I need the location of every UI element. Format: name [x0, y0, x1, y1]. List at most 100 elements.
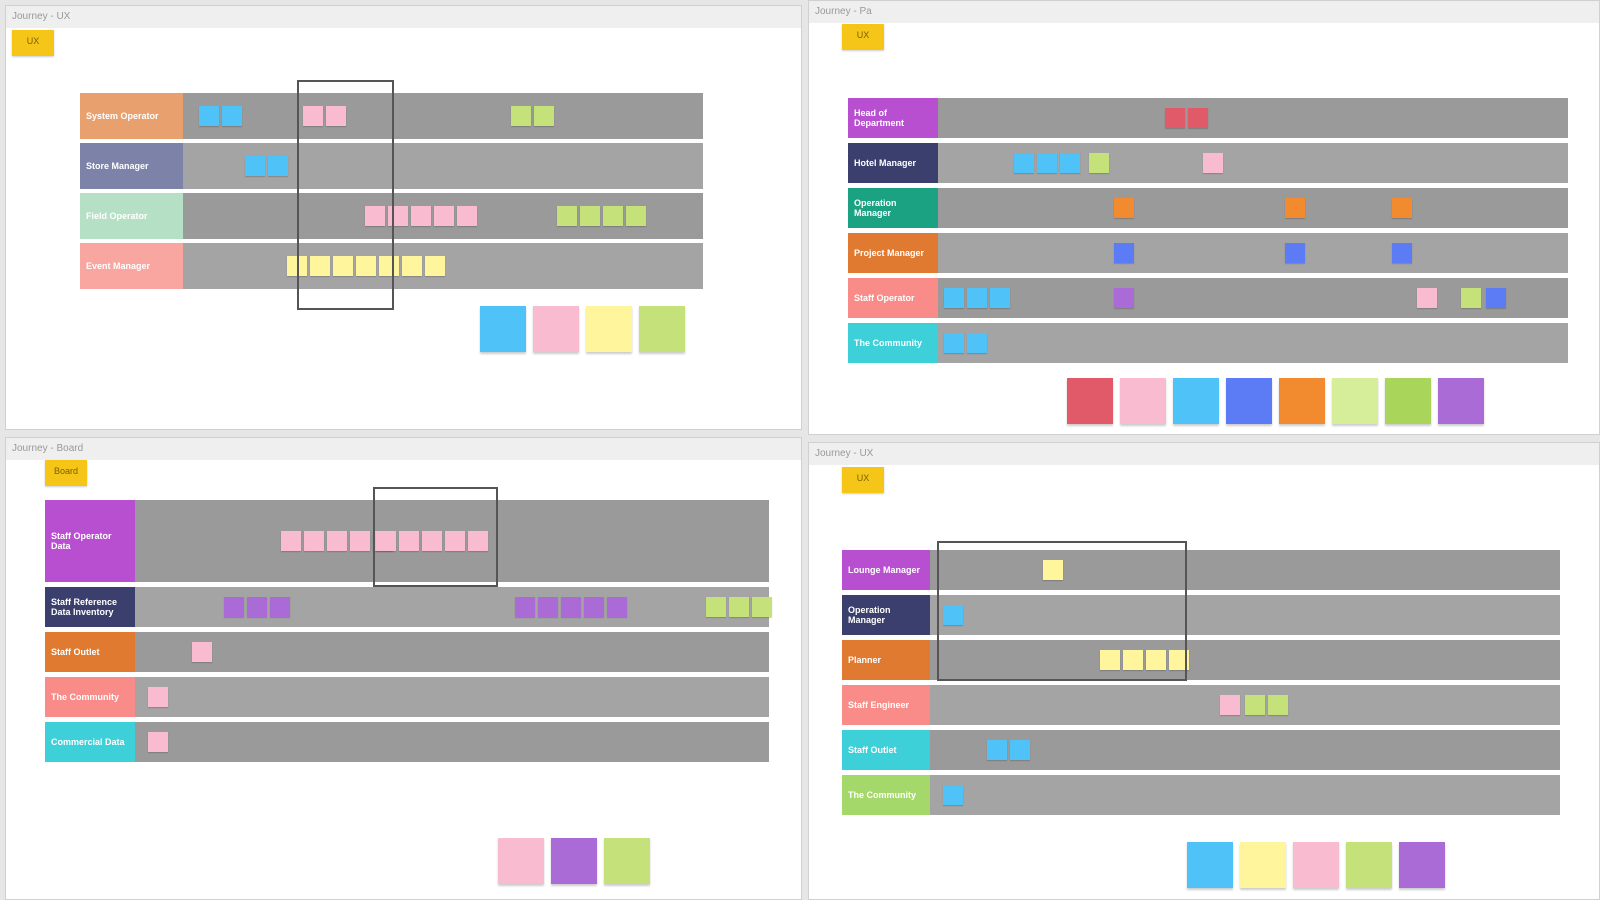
sticky-note[interactable]: [147, 687, 168, 707]
sticky-note[interactable]: [942, 785, 963, 805]
legend-sticky[interactable]: [1332, 378, 1378, 424]
sticky-note[interactable]: [1284, 198, 1305, 218]
sticky-note[interactable]: [515, 597, 536, 617]
sticky-note[interactable]: [944, 333, 965, 353]
sticky-note[interactable]: [434, 206, 454, 226]
sticky-note[interactable]: [1219, 695, 1240, 715]
sticky-note[interactable]: [626, 206, 647, 226]
sticky-note[interactable]: [402, 256, 422, 276]
sticky-note[interactable]: [751, 597, 772, 617]
sticky-note[interactable]: [1164, 108, 1185, 128]
sticky-note[interactable]: [533, 106, 554, 126]
sticky-note[interactable]: [192, 642, 213, 662]
sticky-note[interactable]: [457, 206, 477, 226]
legend-sticky[interactable]: [639, 306, 685, 352]
sticky-note[interactable]: [310, 256, 330, 276]
sticky-note[interactable]: [942, 605, 963, 625]
sticky-note[interactable]: [411, 206, 431, 226]
sticky-note[interactable]: [557, 206, 578, 226]
board-tag[interactable]: UX: [12, 30, 54, 56]
sticky-note[interactable]: [967, 333, 988, 353]
sticky-note[interactable]: [1059, 153, 1080, 173]
sticky-note[interactable]: [303, 531, 324, 551]
sticky-note[interactable]: [1036, 153, 1057, 173]
board-tag[interactable]: Board: [45, 460, 87, 486]
sticky-note[interactable]: [705, 597, 726, 617]
legend-sticky[interactable]: [1226, 378, 1272, 424]
sticky-note[interactable]: [198, 106, 219, 126]
sticky-note[interactable]: [421, 531, 442, 551]
legend-sticky[interactable]: [1173, 378, 1219, 424]
sticky-note[interactable]: [280, 531, 301, 551]
board-tag[interactable]: UX: [842, 467, 884, 493]
sticky-note[interactable]: [1123, 650, 1144, 670]
sticky-note[interactable]: [1089, 153, 1110, 173]
sticky-note[interactable]: [1416, 288, 1437, 308]
sticky-note[interactable]: [944, 288, 965, 308]
sticky-note[interactable]: [221, 106, 242, 126]
sticky-note[interactable]: [986, 740, 1007, 760]
legend-sticky[interactable]: [1240, 842, 1286, 888]
sticky-note[interactable]: [365, 206, 385, 226]
sticky-note[interactable]: [510, 106, 531, 126]
sticky-note[interactable]: [603, 206, 624, 226]
sticky-note[interactable]: [990, 288, 1011, 308]
legend-sticky[interactable]: [586, 306, 632, 352]
sticky-note[interactable]: [1187, 108, 1208, 128]
sticky-note[interactable]: [1268, 695, 1288, 715]
sticky-note[interactable]: [467, 531, 488, 551]
sticky-note[interactable]: [398, 531, 419, 551]
sticky-note[interactable]: [607, 597, 628, 617]
sticky-note[interactable]: [444, 531, 465, 551]
sticky-note[interactable]: [349, 531, 370, 551]
sticky-note[interactable]: [1284, 243, 1305, 263]
sticky-note[interactable]: [1043, 560, 1064, 580]
legend-sticky[interactable]: [1120, 378, 1166, 424]
board-tag[interactable]: UX: [842, 24, 884, 50]
sticky-note[interactable]: [223, 597, 244, 617]
sticky-note[interactable]: [246, 597, 267, 617]
sticky-note[interactable]: [580, 206, 601, 226]
legend-sticky[interactable]: [604, 838, 650, 884]
sticky-note[interactable]: [1114, 243, 1135, 263]
sticky-note[interactable]: [1169, 650, 1190, 670]
sticky-note[interactable]: [1114, 288, 1135, 308]
sticky-note[interactable]: [379, 256, 399, 276]
sticky-note[interactable]: [147, 732, 168, 752]
sticky-note[interactable]: [425, 256, 445, 276]
sticky-note[interactable]: [1202, 153, 1223, 173]
sticky-note[interactable]: [375, 531, 396, 551]
sticky-note[interactable]: [1100, 650, 1121, 670]
sticky-note[interactable]: [333, 256, 353, 276]
sticky-note[interactable]: [1460, 288, 1481, 308]
sticky-note[interactable]: [538, 597, 559, 617]
sticky-note[interactable]: [1146, 650, 1167, 670]
legend-sticky[interactable]: [1067, 378, 1113, 424]
sticky-note[interactable]: [1391, 198, 1412, 218]
sticky-note[interactable]: [302, 106, 323, 126]
sticky-note[interactable]: [1114, 198, 1135, 218]
legend-sticky[interactable]: [1187, 842, 1233, 888]
sticky-note[interactable]: [1009, 740, 1030, 760]
sticky-note[interactable]: [269, 597, 290, 617]
sticky-note[interactable]: [1013, 153, 1034, 173]
sticky-note[interactable]: [561, 597, 582, 617]
sticky-note[interactable]: [1245, 695, 1265, 715]
legend-sticky[interactable]: [1399, 842, 1445, 888]
legend-sticky[interactable]: [1438, 378, 1484, 424]
sticky-note[interactable]: [268, 156, 289, 176]
legend-sticky[interactable]: [480, 306, 526, 352]
legend-sticky[interactable]: [533, 306, 579, 352]
sticky-note[interactable]: [356, 256, 376, 276]
legend-sticky[interactable]: [1385, 378, 1431, 424]
legend-sticky[interactable]: [551, 838, 597, 884]
legend-sticky[interactable]: [1293, 842, 1339, 888]
sticky-note[interactable]: [245, 156, 266, 176]
sticky-note[interactable]: [584, 597, 605, 617]
sticky-note[interactable]: [325, 106, 346, 126]
sticky-note[interactable]: [1486, 288, 1507, 308]
sticky-note[interactable]: [967, 288, 988, 308]
sticky-note[interactable]: [1391, 243, 1412, 263]
sticky-note[interactable]: [728, 597, 749, 617]
legend-sticky[interactable]: [1346, 842, 1392, 888]
